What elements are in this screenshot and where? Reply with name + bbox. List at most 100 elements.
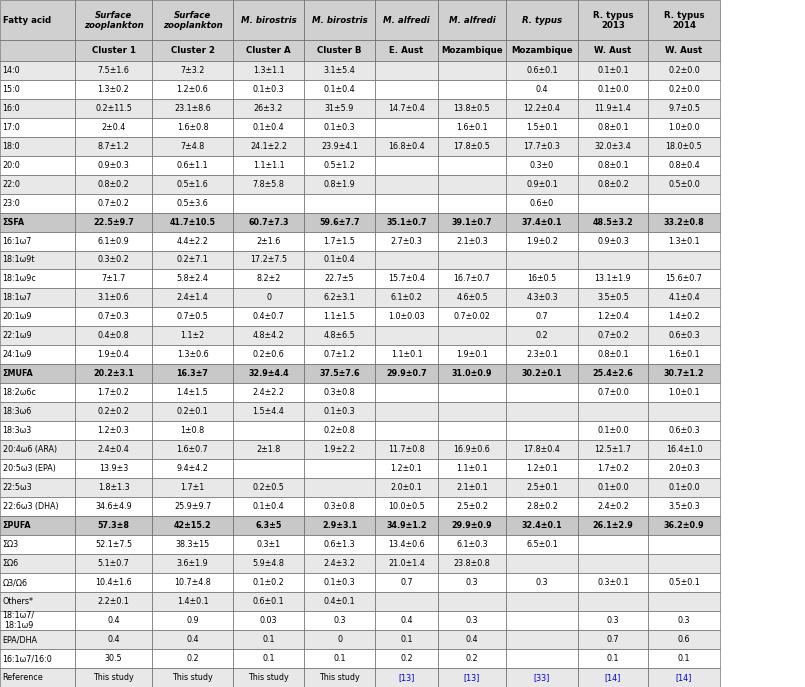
Bar: [375, 346, 438, 364]
Text: 22:6ω3 (DHA): 22:6ω3 (DHA): [2, 502, 58, 511]
Bar: [648, 117, 720, 137]
Text: 29.9±0.9: 29.9±0.9: [452, 521, 493, 530]
Bar: [0, 194, 75, 212]
Bar: [648, 0, 720, 41]
Text: 34.9±1.2: 34.9±1.2: [386, 521, 427, 530]
Text: 26.1±2.9: 26.1±2.9: [592, 521, 634, 530]
Bar: [578, 80, 648, 99]
Bar: [578, 554, 648, 573]
Text: 4.4±2.2: 4.4±2.2: [176, 236, 208, 245]
Bar: [233, 573, 304, 592]
Bar: [506, 421, 578, 440]
Text: 39.1±0.7: 39.1±0.7: [452, 218, 492, 227]
Bar: [75, 308, 152, 326]
Text: 0.1±0.0: 0.1±0.0: [668, 483, 700, 492]
Bar: [648, 174, 720, 194]
Text: R. typus
2014: R. typus 2014: [664, 10, 704, 30]
Text: 1.7±0.2: 1.7±0.2: [597, 464, 629, 473]
Bar: [0, 421, 75, 440]
Text: 1.5±0.1: 1.5±0.1: [526, 123, 558, 132]
Text: 20:0: 20:0: [2, 161, 20, 170]
Text: 32.9±4.4: 32.9±4.4: [248, 370, 289, 379]
Bar: [578, 403, 648, 421]
Bar: [375, 383, 438, 403]
Bar: [233, 478, 304, 497]
Bar: [648, 516, 720, 535]
Bar: [0, 0, 75, 41]
Bar: [152, 478, 233, 497]
Bar: [506, 364, 578, 383]
Bar: [0, 649, 75, 668]
Bar: [375, 117, 438, 137]
Text: 36.2±0.9: 36.2±0.9: [663, 521, 704, 530]
Bar: [0, 535, 75, 554]
Text: 30.2±0.1: 30.2±0.1: [522, 370, 563, 379]
Bar: [304, 41, 375, 60]
Bar: [578, 289, 648, 308]
Text: 1.3±0.6: 1.3±0.6: [176, 350, 208, 359]
Bar: [233, 668, 304, 687]
Text: 1.2±0.6: 1.2±0.6: [176, 85, 208, 93]
Bar: [506, 232, 578, 251]
Text: 0.1: 0.1: [262, 635, 275, 644]
Text: 0.9: 0.9: [186, 616, 199, 625]
Bar: [438, 117, 506, 137]
Bar: [152, 364, 233, 383]
Bar: [375, 174, 438, 194]
Bar: [75, 99, 152, 117]
Text: M. alfredi: M. alfredi: [383, 16, 430, 25]
Bar: [0, 232, 75, 251]
Text: 0.3: 0.3: [536, 578, 548, 587]
Bar: [648, 326, 720, 346]
Text: 0.7±1.2: 0.7±1.2: [324, 350, 356, 359]
Bar: [506, 630, 578, 649]
Bar: [152, 326, 233, 346]
Bar: [506, 497, 578, 516]
Text: 2.4±1.4: 2.4±1.4: [176, 293, 208, 302]
Text: 23.1±8.6: 23.1±8.6: [174, 104, 211, 113]
Text: 10.7±4.8: 10.7±4.8: [174, 578, 211, 587]
Bar: [75, 117, 152, 137]
Text: 1.3±0.2: 1.3±0.2: [97, 85, 130, 93]
Text: Mozambique: Mozambique: [441, 46, 503, 55]
Bar: [0, 99, 75, 117]
Bar: [578, 364, 648, 383]
Bar: [75, 41, 152, 60]
Bar: [506, 60, 578, 80]
Text: 0.2: 0.2: [186, 654, 199, 663]
Bar: [304, 346, 375, 364]
Text: 11.9±1.4: 11.9±1.4: [595, 104, 631, 113]
Text: 6.5±0.1: 6.5±0.1: [526, 540, 558, 549]
Bar: [75, 194, 152, 212]
Bar: [578, 232, 648, 251]
Bar: [648, 232, 720, 251]
Text: 0.4: 0.4: [107, 616, 120, 625]
Text: 0.1: 0.1: [333, 654, 346, 663]
Text: 9.7±0.5: 9.7±0.5: [668, 104, 700, 113]
Bar: [438, 60, 506, 80]
Text: [14]: [14]: [605, 673, 621, 682]
Text: 0.6±0: 0.6±0: [530, 199, 554, 207]
Text: 1.3±0.1: 1.3±0.1: [668, 236, 700, 245]
Bar: [75, 460, 152, 478]
Bar: [233, 308, 304, 326]
Text: 14.7±0.4: 14.7±0.4: [388, 104, 425, 113]
Bar: [375, 194, 438, 212]
Bar: [438, 535, 506, 554]
Text: 2.5±0.1: 2.5±0.1: [526, 483, 558, 492]
Bar: [233, 611, 304, 630]
Bar: [152, 460, 233, 478]
Text: 1.9±2.2: 1.9±2.2: [324, 445, 356, 454]
Bar: [0, 117, 75, 137]
Text: 0.2: 0.2: [535, 331, 548, 341]
Text: 0.2: 0.2: [400, 654, 413, 663]
Text: 0.2: 0.2: [465, 654, 478, 663]
Text: 22.5±9.7: 22.5±9.7: [93, 218, 134, 227]
Bar: [578, 156, 648, 174]
Bar: [75, 212, 152, 232]
Text: Cluster B: Cluster B: [317, 46, 361, 55]
Text: 16:1ω7: 16:1ω7: [2, 236, 32, 245]
Text: 32.4±0.1: 32.4±0.1: [522, 521, 563, 530]
Text: 0.4: 0.4: [466, 635, 478, 644]
Bar: [375, 156, 438, 174]
